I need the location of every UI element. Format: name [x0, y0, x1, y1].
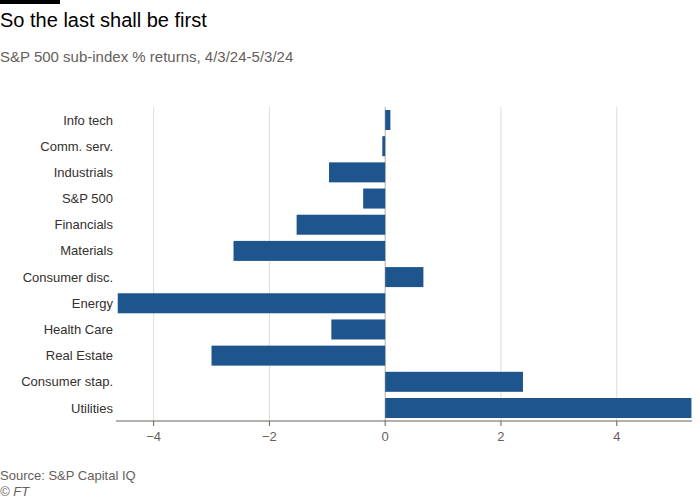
- category-label: Financials: [54, 217, 113, 232]
- title: So the last shall be first: [0, 9, 207, 31]
- tick-mark: [616, 421, 617, 426]
- category-label: Info tech: [63, 113, 113, 128]
- x-axis: [116, 421, 692, 422]
- decoration: [0, 0, 60, 4]
- chart: So the last shall be first S&P 500 sub-in…: [0, 0, 700, 500]
- tick-mark: [153, 421, 154, 426]
- tick-label: 4: [613, 429, 620, 444]
- category-label: Industrials: [54, 165, 114, 180]
- tick-label: −2: [262, 429, 277, 444]
- category-label: Consumer stap.: [21, 374, 113, 389]
- category-label: Consumer disc.: [23, 270, 113, 285]
- tick-mark: [500, 421, 501, 426]
- category-label: S&P 500: [62, 191, 113, 206]
- tick-mark: [385, 421, 386, 426]
- grid-line: [153, 107, 154, 421]
- grid: [154, 107, 617, 426]
- category-label: Energy: [72, 296, 114, 311]
- bars: [118, 110, 692, 418]
- category-label: Materials: [60, 243, 113, 258]
- tick-label: 2: [497, 429, 504, 444]
- category-label: Comm. serv.: [40, 139, 113, 154]
- bar: [329, 162, 385, 182]
- tick-mark: [269, 421, 270, 426]
- category-label: Real Estate: [46, 348, 113, 363]
- bar: [385, 372, 523, 392]
- tick-label: 0: [382, 429, 389, 444]
- bar: [297, 215, 386, 235]
- source: Source: S&P Capital IQ: [0, 468, 136, 483]
- bar: [212, 346, 386, 366]
- subtitle: S&P 500 sub-index % returns, 4/3/24-5/3/…: [0, 48, 293, 65]
- bar: [385, 398, 691, 418]
- bar: [363, 189, 385, 209]
- tick-label: −4: [146, 429, 161, 444]
- category-label: Health Care: [44, 322, 113, 337]
- bar: [234, 241, 386, 261]
- credit: © FT: [0, 484, 30, 499]
- bar: [385, 267, 423, 287]
- grid-line: [616, 107, 617, 421]
- category-label: Utilities: [71, 401, 113, 416]
- bar: [382, 136, 385, 156]
- bar: [385, 110, 390, 130]
- bar: [331, 319, 385, 339]
- grid-line: [269, 107, 270, 421]
- bar: [118, 293, 385, 313]
